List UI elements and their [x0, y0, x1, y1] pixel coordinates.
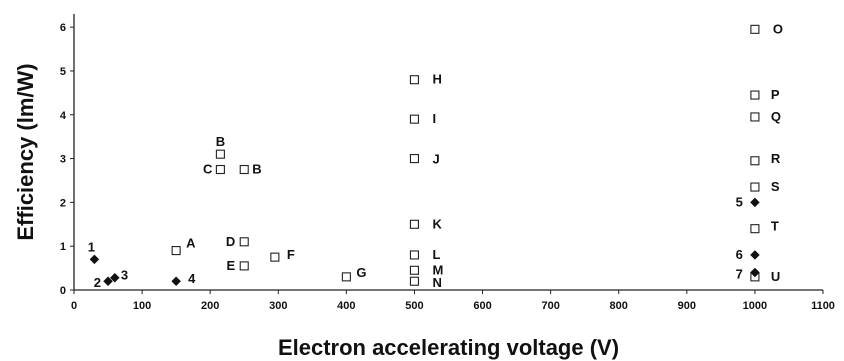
y-tick-label: 1 [60, 241, 66, 253]
data-point-e [239, 261, 249, 271]
data-point-h [409, 75, 420, 85]
point-label-d: D [226, 234, 235, 249]
point-label-e: E [227, 258, 236, 273]
data-point-n [409, 276, 420, 286]
data-point-p [750, 90, 760, 100]
data-point-6 [750, 250, 760, 260]
point-label-q: Q [771, 109, 781, 124]
x-tick-label: 800 [610, 300, 628, 312]
data-point-q [750, 112, 760, 122]
x-tick-label: 900 [678, 300, 696, 312]
data-point-k [409, 219, 420, 229]
point-label-l: L [432, 247, 440, 262]
point-label-b: B [252, 162, 261, 177]
data-point-d [239, 237, 249, 247]
point-label-t: T [771, 219, 779, 234]
data-point-2 [103, 276, 113, 287]
y-axis-title-group: Efficiency (lm/W) [13, 63, 38, 240]
point-label-f: F [287, 247, 295, 262]
data-point-3 [110, 272, 120, 283]
point-label-i: I [432, 111, 436, 126]
x-tick-label: 600 [473, 300, 491, 312]
point-label-3: 3 [121, 268, 128, 283]
point-label-g: G [356, 265, 366, 280]
data-point-j [409, 154, 420, 164]
point-label-j: J [432, 152, 439, 167]
plot-axes [73, 14, 823, 291]
x-tick-label: 0 [71, 300, 77, 312]
data-point-5 [750, 197, 760, 208]
point-label-2: 2 [94, 275, 101, 290]
x-tick-label: 300 [269, 300, 287, 312]
point-label-n: N [432, 275, 441, 290]
data-point-r [750, 156, 760, 166]
data-point-1 [89, 254, 100, 265]
data-point-l [409, 250, 420, 260]
point-label-m: M [432, 262, 443, 277]
x-tick-label: 1000 [743, 300, 767, 312]
y-tick-label: 5 [60, 66, 66, 78]
point-label-u: U [771, 269, 780, 284]
data-point-b [215, 149, 225, 159]
x-tick-label: 200 [201, 300, 219, 312]
x-tick-label: 1100 [811, 300, 835, 312]
data-point-t [750, 224, 760, 234]
y-tick-label: 4 [60, 110, 67, 122]
point-label-s: S [771, 179, 780, 194]
point-label-r: R [771, 151, 781, 166]
y-tick-label: 3 [60, 154, 66, 166]
point-label-k: K [432, 216, 442, 231]
data-point-s [750, 182, 760, 192]
y-tick-label: 0 [60, 285, 66, 297]
data-point-i [409, 114, 420, 124]
point-label-p: P [771, 87, 780, 102]
point-label-4: 4 [188, 271, 196, 286]
y-tick-label: 6 [60, 22, 66, 34]
point-label-b: B [216, 134, 225, 149]
data-point-o [750, 24, 760, 34]
data-point-g [341, 272, 351, 282]
y-tick-label: 2 [60, 197, 66, 209]
y-axis-title: Efficiency (lm/W) [13, 63, 38, 240]
point-label-o: O [773, 21, 783, 36]
data-point-m [409, 265, 420, 275]
point-label-h: H [432, 72, 441, 87]
x-tick-label: 100 [133, 300, 151, 312]
x-tick-label: 400 [337, 300, 355, 312]
point-label-a: A [186, 236, 196, 251]
data-point-b [239, 164, 249, 175]
x-tick-label: 700 [541, 300, 559, 312]
data-point-f [270, 252, 280, 262]
data-point-a [171, 246, 181, 256]
point-label-7: 7 [736, 266, 743, 281]
point-label-5: 5 [736, 194, 743, 209]
axis-ticks: 0 100 200 300 400 500 600 700 800 900 1000 1100 0 1 2 3… [60, 22, 835, 312]
point-label-6: 6 [736, 247, 743, 262]
data-point-4 [171, 276, 181, 287]
data-point-c [215, 164, 225, 175]
x-tick-label: 500 [405, 300, 423, 312]
x-axis-title: Electron accelerating voltage (V) [278, 335, 619, 360]
data-point-7 [750, 267, 760, 278]
point-label-1: 1 [88, 239, 95, 254]
point-label-c: C [203, 162, 213, 177]
